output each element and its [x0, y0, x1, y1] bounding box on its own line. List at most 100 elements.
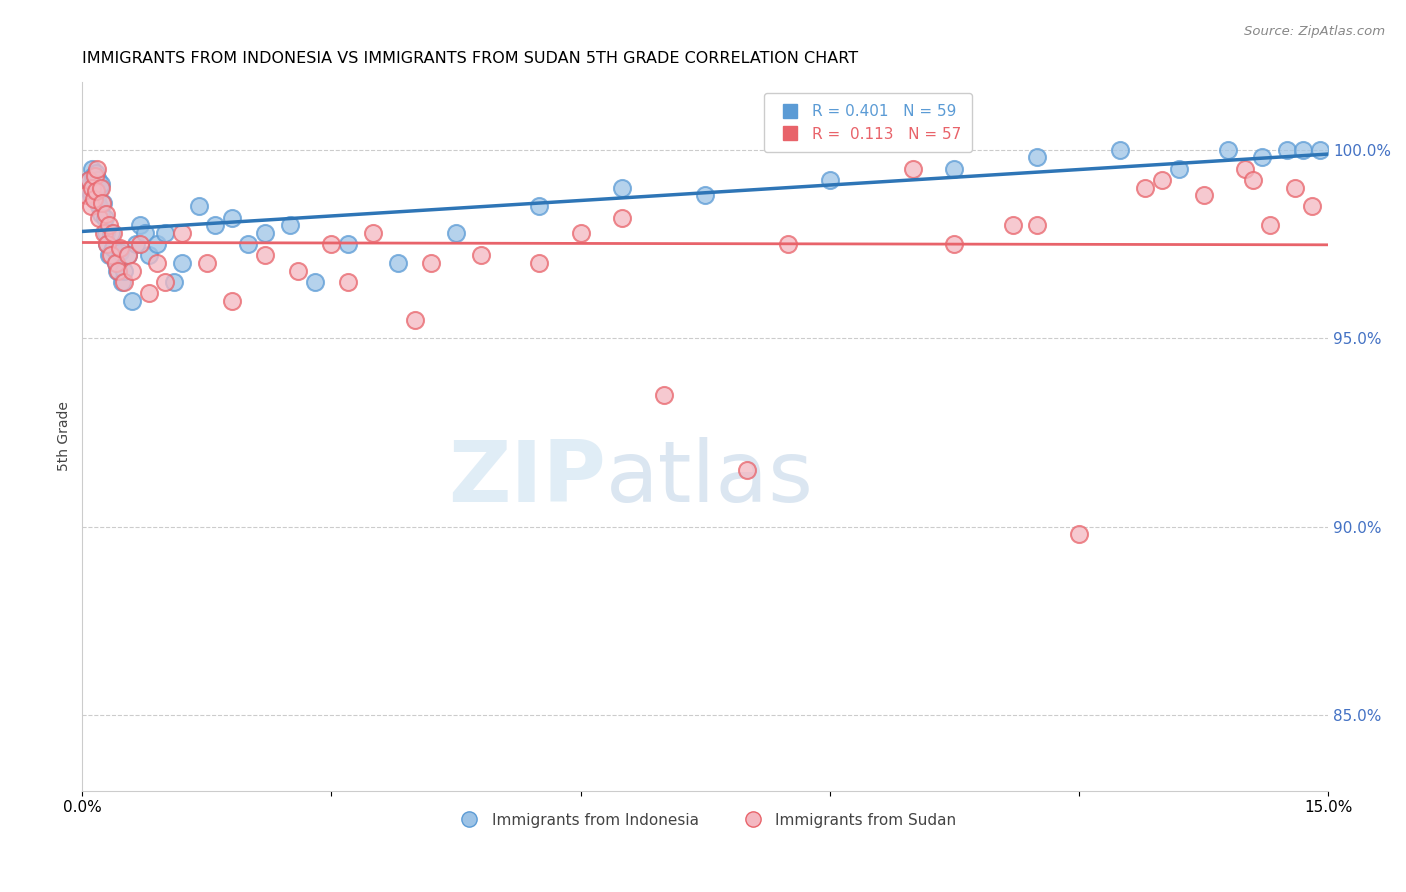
Point: [112, 263, 135, 277]
Point: [337, 237, 360, 252]
Point: [82, 180, 104, 194]
Point: [1234, 161, 1257, 176]
Point: [94, 226, 117, 240]
Text: IMMIGRANTS FROM INDONESIA VS IMMIGRANTS FROM SUDAN 5TH GRADE CORRELATION CHART: IMMIGRANTS FROM INDONESIA VS IMMIGRANTS …: [83, 51, 859, 66]
Point: [87, 199, 110, 213]
Text: ZIP: ZIP: [447, 437, 606, 520]
Point: [170, 256, 193, 270]
Point: [75, 180, 97, 194]
Point: [79, 199, 101, 213]
Point: [87, 211, 110, 225]
Point: [735, 463, 758, 477]
Point: [778, 237, 800, 252]
Point: [652, 388, 675, 402]
Point: [238, 237, 260, 252]
Point: [253, 248, 276, 262]
Point: [82, 161, 104, 176]
Point: [77, 173, 100, 187]
Point: [304, 275, 326, 289]
Point: [155, 226, 177, 240]
Point: [155, 275, 177, 289]
Y-axis label: 5th Grade: 5th Grade: [58, 401, 72, 471]
Text: Source: ZipAtlas.com: Source: ZipAtlas.com: [1244, 25, 1385, 38]
Point: [89, 180, 111, 194]
Point: [97, 248, 120, 262]
Point: [125, 237, 148, 252]
Point: [170, 226, 193, 240]
Point: [86, 165, 108, 179]
Point: [93, 211, 115, 225]
Point: [104, 256, 127, 270]
Point: [1301, 199, 1323, 213]
Point: [91, 195, 114, 210]
Point: [121, 263, 143, 277]
Point: [221, 211, 243, 225]
Point: [86, 192, 108, 206]
Point: [90, 177, 112, 191]
Point: [111, 275, 134, 289]
Point: [134, 226, 156, 240]
Point: [117, 248, 139, 262]
Point: [1250, 151, 1272, 165]
Point: [94, 207, 117, 221]
Point: [1150, 173, 1173, 187]
Point: [83, 177, 105, 191]
Point: [146, 256, 169, 270]
Point: [1001, 219, 1024, 233]
Point: [1167, 161, 1189, 176]
Point: [253, 226, 276, 240]
Point: [404, 312, 426, 326]
Point: [901, 161, 924, 176]
Point: [321, 237, 343, 252]
Point: [83, 192, 105, 206]
Point: [1292, 143, 1315, 157]
Point: [1109, 143, 1132, 157]
Point: [104, 256, 127, 270]
Point: [138, 286, 160, 301]
Point: [107, 263, 129, 277]
Point: [79, 188, 101, 202]
Point: [612, 211, 634, 225]
Point: [110, 241, 132, 255]
Point: [1275, 143, 1298, 157]
Point: [75, 188, 97, 202]
Point: [1135, 180, 1157, 194]
Point: [1218, 143, 1240, 157]
Point: [1067, 527, 1090, 541]
Point: [204, 219, 226, 233]
Point: [1241, 173, 1264, 187]
Point: [470, 248, 492, 262]
Point: [163, 275, 186, 289]
Point: [337, 275, 360, 289]
Point: [527, 256, 550, 270]
Point: [221, 293, 243, 308]
Point: [612, 180, 634, 194]
Point: [1192, 188, 1215, 202]
Point: [146, 237, 169, 252]
Point: [129, 219, 152, 233]
Point: [361, 226, 384, 240]
Point: [287, 263, 309, 277]
Point: [187, 199, 209, 213]
Text: atlas: atlas: [606, 437, 814, 520]
Point: [117, 248, 139, 262]
Point: [101, 226, 124, 240]
Point: [84, 185, 107, 199]
Point: [87, 173, 110, 187]
Point: [818, 173, 841, 187]
Point: [1258, 219, 1281, 233]
Point: [77, 173, 100, 187]
Point: [387, 256, 409, 270]
Point: [195, 256, 218, 270]
Point: [943, 161, 966, 176]
Point: [91, 195, 114, 210]
Point: [86, 161, 108, 176]
Point: [96, 237, 118, 252]
Point: [943, 237, 966, 252]
Legend: Immigrants from Indonesia, Immigrants from Sudan: Immigrants from Indonesia, Immigrants fr…: [447, 806, 963, 834]
Point: [108, 244, 131, 259]
Point: [93, 226, 115, 240]
Point: [420, 256, 443, 270]
Point: [1309, 143, 1331, 157]
Point: [569, 226, 592, 240]
